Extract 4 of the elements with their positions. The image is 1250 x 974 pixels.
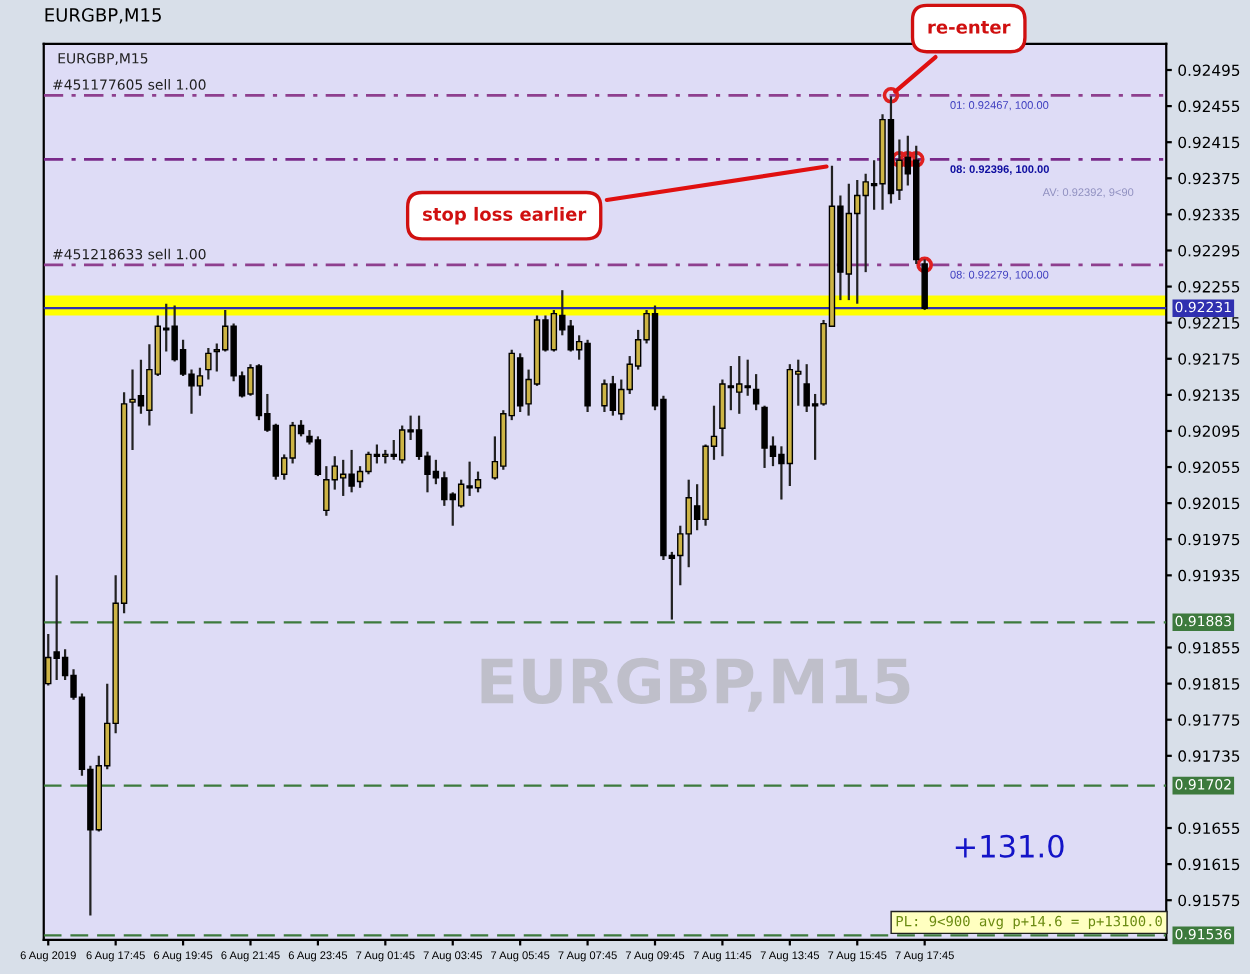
annotation: re-enter xyxy=(928,20,1011,34)
chart-title: EURGBP,M15 xyxy=(45,8,161,24)
annotation: +131.0 xyxy=(955,834,1064,858)
annotation: stop loss earlier xyxy=(423,206,587,225)
